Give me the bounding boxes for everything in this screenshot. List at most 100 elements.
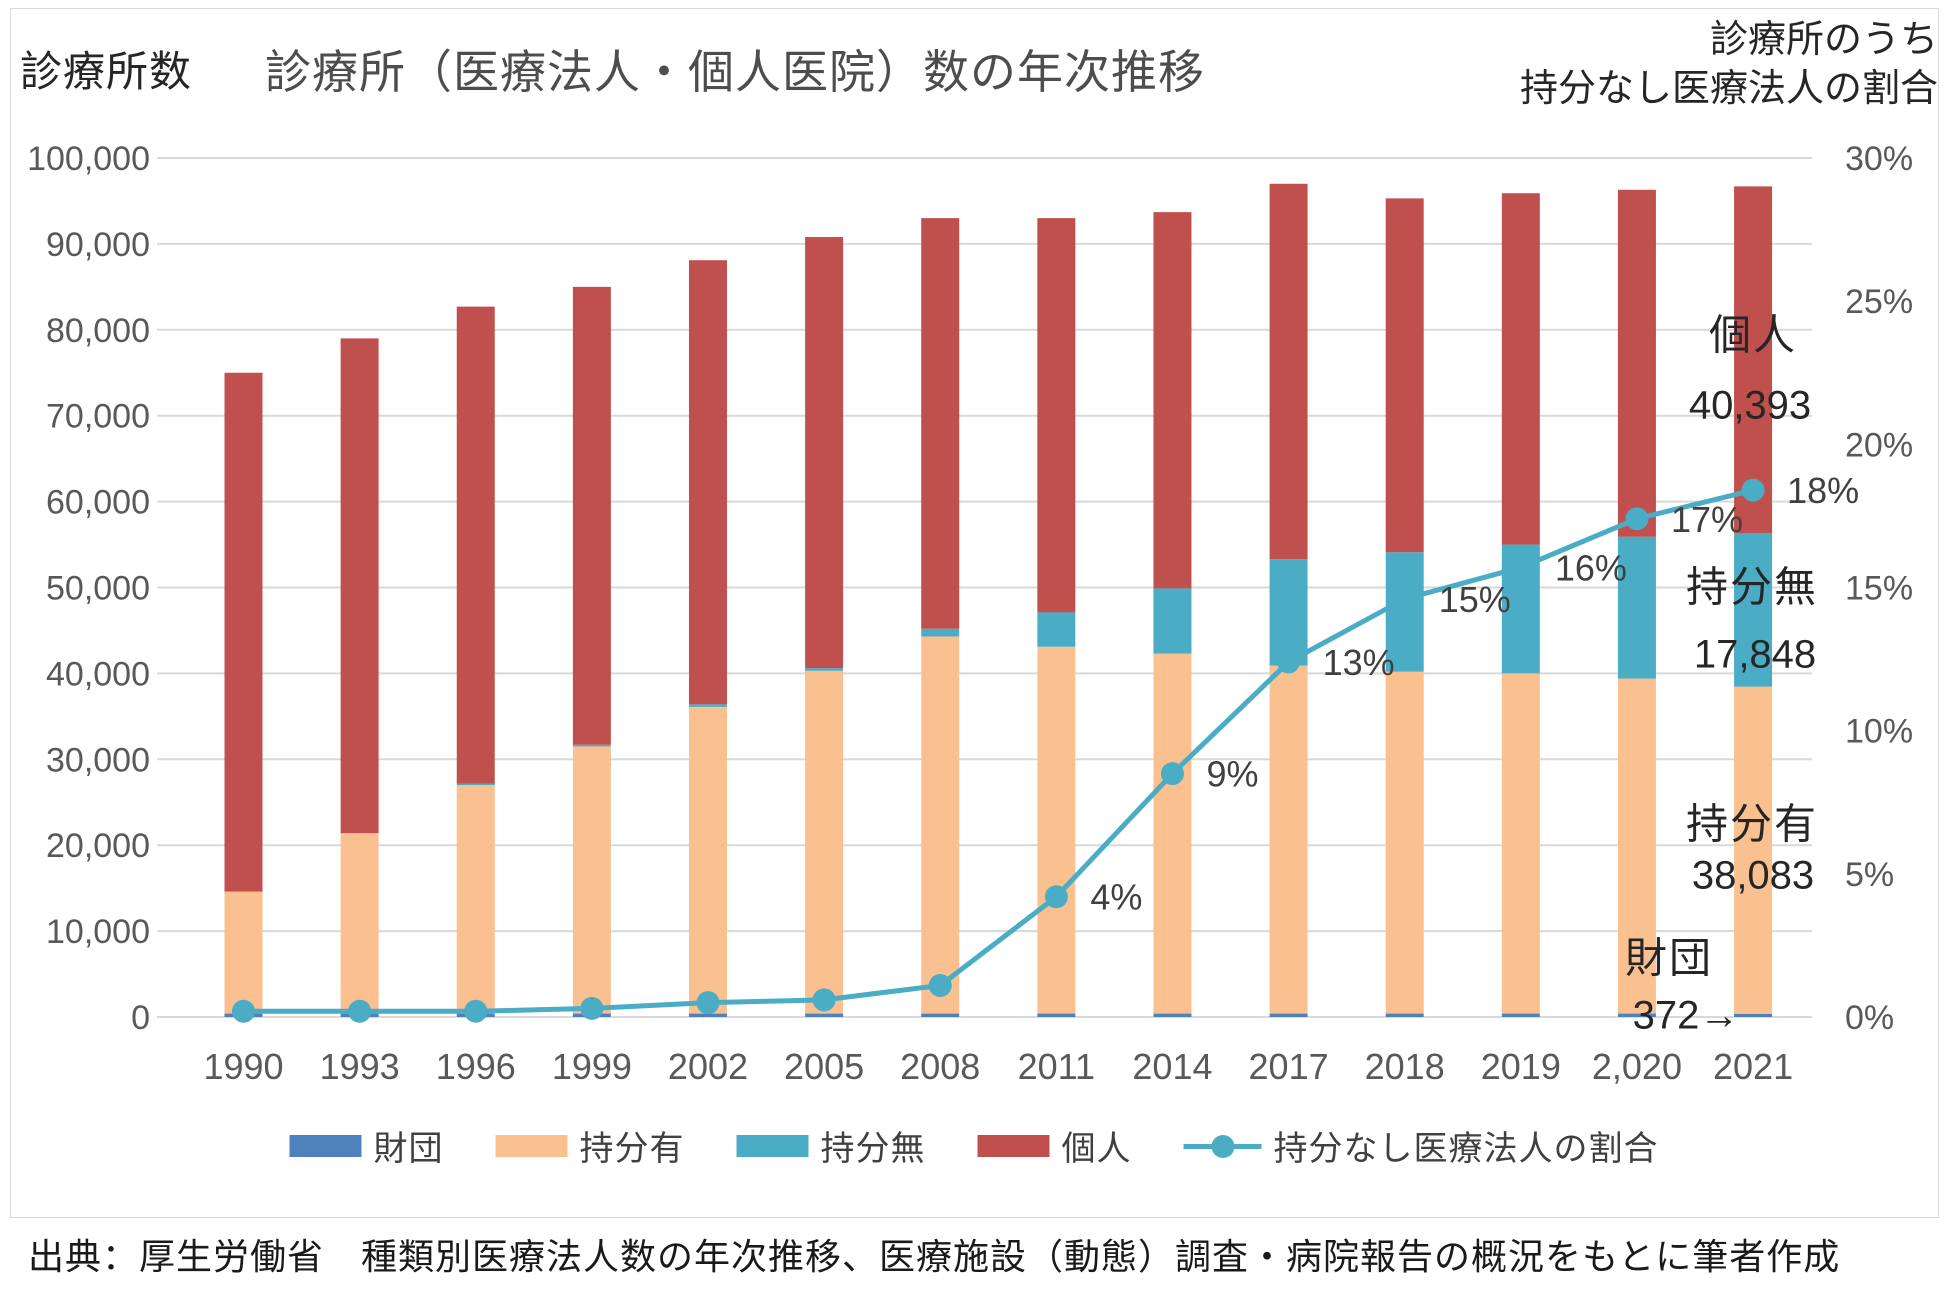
bar-2002 bbox=[688, 260, 727, 1017]
annotation-kojin-label: 個人 bbox=[1708, 311, 1798, 359]
bar-segment-持分無 bbox=[456, 783, 495, 786]
bar-segment-持分無 bbox=[1037, 612, 1076, 647]
x-tick-label: 1999 bbox=[552, 1046, 632, 1087]
annotation-zaidan-value: 372→ bbox=[1632, 993, 1740, 1038]
right-axis-title-line1: 診療所のうち bbox=[1709, 19, 1938, 61]
zaidan-swatch-icon bbox=[289, 1134, 362, 1157]
source-citation: 出典：厚生労働省 種類別医療法人数の年次推移、医療施設（動態）調査・病院報告の概… bbox=[28, 1236, 1841, 1277]
bar-segment-持分有 bbox=[572, 746, 611, 1014]
left-tick-label: 0 bbox=[131, 999, 150, 1037]
bar-segment-財団 bbox=[1153, 1013, 1192, 1017]
bar-segment-個人 bbox=[1734, 186, 1773, 534]
left-tick-label: 40,000 bbox=[46, 655, 150, 693]
bar-2019 bbox=[1501, 193, 1540, 1017]
bar-1990 bbox=[224, 372, 263, 1017]
legend-item-ratio-line: 持分なし医療法人の割合 bbox=[1183, 1121, 1659, 1170]
legend-label-zaidan: 財団 bbox=[373, 1130, 444, 1168]
x-tick-label: 2,020 bbox=[1592, 1046, 1682, 1087]
ratio-point-label: 17% bbox=[1671, 499, 1743, 540]
annotation-zaidan-label: 財団 bbox=[1624, 934, 1714, 982]
bar-segment-個人 bbox=[1153, 212, 1192, 589]
legend-item-kojin: 個人 bbox=[977, 1121, 1132, 1170]
legend-item-zaidan: 財団 bbox=[289, 1121, 444, 1170]
right-axis-tick-labels: 0% 5% 10% 15% 20% 25% 30% bbox=[1845, 140, 1913, 1037]
bar-segment-財団 bbox=[1269, 1013, 1308, 1017]
x-tick-label: 1990 bbox=[203, 1046, 283, 1087]
bar-2008 bbox=[921, 218, 960, 1017]
bar-segment-個人 bbox=[1501, 193, 1540, 545]
bar-segment-個人 bbox=[456, 306, 495, 784]
bar-segment-持分無 bbox=[572, 744, 611, 747]
x-axis-labels: 1990 1993 1996 1999 2002 2005 2008 2011 2014 2017… bbox=[203, 1046, 1793, 1087]
ratio-point-label: 15% bbox=[1439, 579, 1511, 620]
bar-segment-持分無 bbox=[1153, 588, 1192, 654]
bar-segment-持分無 bbox=[1734, 533, 1773, 687]
bar-segment-財団 bbox=[1734, 1013, 1773, 1017]
bar-segment-持分無 bbox=[805, 668, 844, 671]
left-tick-label: 70,000 bbox=[46, 398, 150, 436]
bar-2,020 bbox=[1617, 189, 1656, 1017]
bar-segment-個人 bbox=[805, 237, 844, 669]
bar-2005 bbox=[805, 237, 844, 1017]
x-tick-label: 2008 bbox=[900, 1046, 980, 1087]
bar-segment-財団 bbox=[1037, 1013, 1076, 1017]
ratio-line-series: 4% 9% 13% 15% 16% 17% 18% bbox=[232, 470, 1859, 1023]
bar-segment-持分有 bbox=[1501, 673, 1540, 1014]
bar-segment-財団 bbox=[688, 1013, 727, 1017]
bar-segment-持分有 bbox=[1385, 671, 1424, 1014]
right-tick-label: 0% bbox=[1845, 999, 1894, 1037]
bar-segment-持分有 bbox=[1617, 678, 1656, 1014]
bar-segment-財団 bbox=[1385, 1013, 1424, 1017]
x-tick-label: 2014 bbox=[1132, 1046, 1212, 1087]
bar-1996 bbox=[456, 306, 495, 1017]
bar-segment-持分有 bbox=[340, 833, 379, 1014]
x-tick-label: 2005 bbox=[784, 1046, 864, 1087]
ratio-line-marker-icon bbox=[1183, 1134, 1262, 1158]
x-tick-label: 1996 bbox=[436, 1046, 516, 1087]
bar-segment-個人 bbox=[1385, 198, 1424, 553]
bar-2017 bbox=[1269, 183, 1308, 1017]
bar-segment-個人 bbox=[224, 372, 263, 892]
annotation-mochibun-nashi-label: 持分無 bbox=[1685, 563, 1819, 611]
left-tick-label: 30,000 bbox=[46, 741, 150, 779]
right-axis-title-line2: 持分なし医療法人の割合 bbox=[1519, 68, 1938, 111]
left-tick-label: 100,000 bbox=[27, 140, 150, 178]
right-tick-label: 15% bbox=[1845, 570, 1913, 608]
ratio-marker-2017 bbox=[1277, 650, 1301, 674]
bar-segment-持分有 bbox=[1269, 665, 1308, 1014]
right-tick-label: 25% bbox=[1845, 283, 1913, 321]
bar-segment-持分有 bbox=[805, 670, 844, 1014]
ratio-marker-2008 bbox=[928, 974, 952, 998]
legend-label-mochibun-nashi: 持分無 bbox=[820, 1130, 926, 1168]
ratio-marker-1996 bbox=[464, 999, 488, 1023]
bar-segment-個人 bbox=[1269, 183, 1308, 560]
ratio-marker-1999 bbox=[580, 996, 604, 1020]
ratio-point-label: 4% bbox=[1090, 877, 1142, 918]
legend-label-mochibun-ari: 持分有 bbox=[579, 1130, 685, 1168]
legend-label-kojin: 個人 bbox=[1061, 1130, 1132, 1168]
ratio-marker-2021 bbox=[1741, 478, 1765, 502]
bar-segment-財団 bbox=[1501, 1013, 1540, 1017]
bar-segment-持分無 bbox=[1269, 559, 1308, 666]
ratio-marker-2019 bbox=[1509, 555, 1533, 579]
right-tick-label: 5% bbox=[1845, 856, 1894, 894]
bar-segment-持分有 bbox=[688, 706, 727, 1014]
ratio-point-label: 16% bbox=[1555, 547, 1627, 588]
kojin-swatch-icon bbox=[977, 1134, 1050, 1157]
bar-segment-個人 bbox=[1037, 218, 1076, 613]
legend-label-ratio: 持分なし医療法人の割合 bbox=[1273, 1130, 1659, 1168]
bar-1993 bbox=[340, 338, 379, 1017]
left-axis-tick-labels: 0 10,000 20,000 30,000 40,000 50,000 60,000 70,… bbox=[27, 140, 150, 1037]
ratio-point-label: 18% bbox=[1787, 470, 1859, 511]
bar-segment-持分有 bbox=[456, 785, 495, 1014]
right-tick-label: 20% bbox=[1845, 426, 1913, 464]
bar-segment-個人 bbox=[688, 260, 727, 705]
bar-segment-個人 bbox=[572, 286, 611, 745]
legend-item-mochibun-nashi: 持分無 bbox=[736, 1121, 926, 1170]
ratio-marker-1990 bbox=[232, 999, 255, 1023]
left-tick-label: 80,000 bbox=[46, 312, 150, 350]
bar-segment-持分無 bbox=[921, 628, 960, 637]
legend: 財団 持分有 持分無 個人 持分なし医療法人の割合 bbox=[289, 1121, 1659, 1170]
left-tick-label: 90,000 bbox=[46, 226, 150, 264]
right-axis-title: 診療所のうち 持分なし医療法人の割合 bbox=[1520, 16, 1938, 115]
